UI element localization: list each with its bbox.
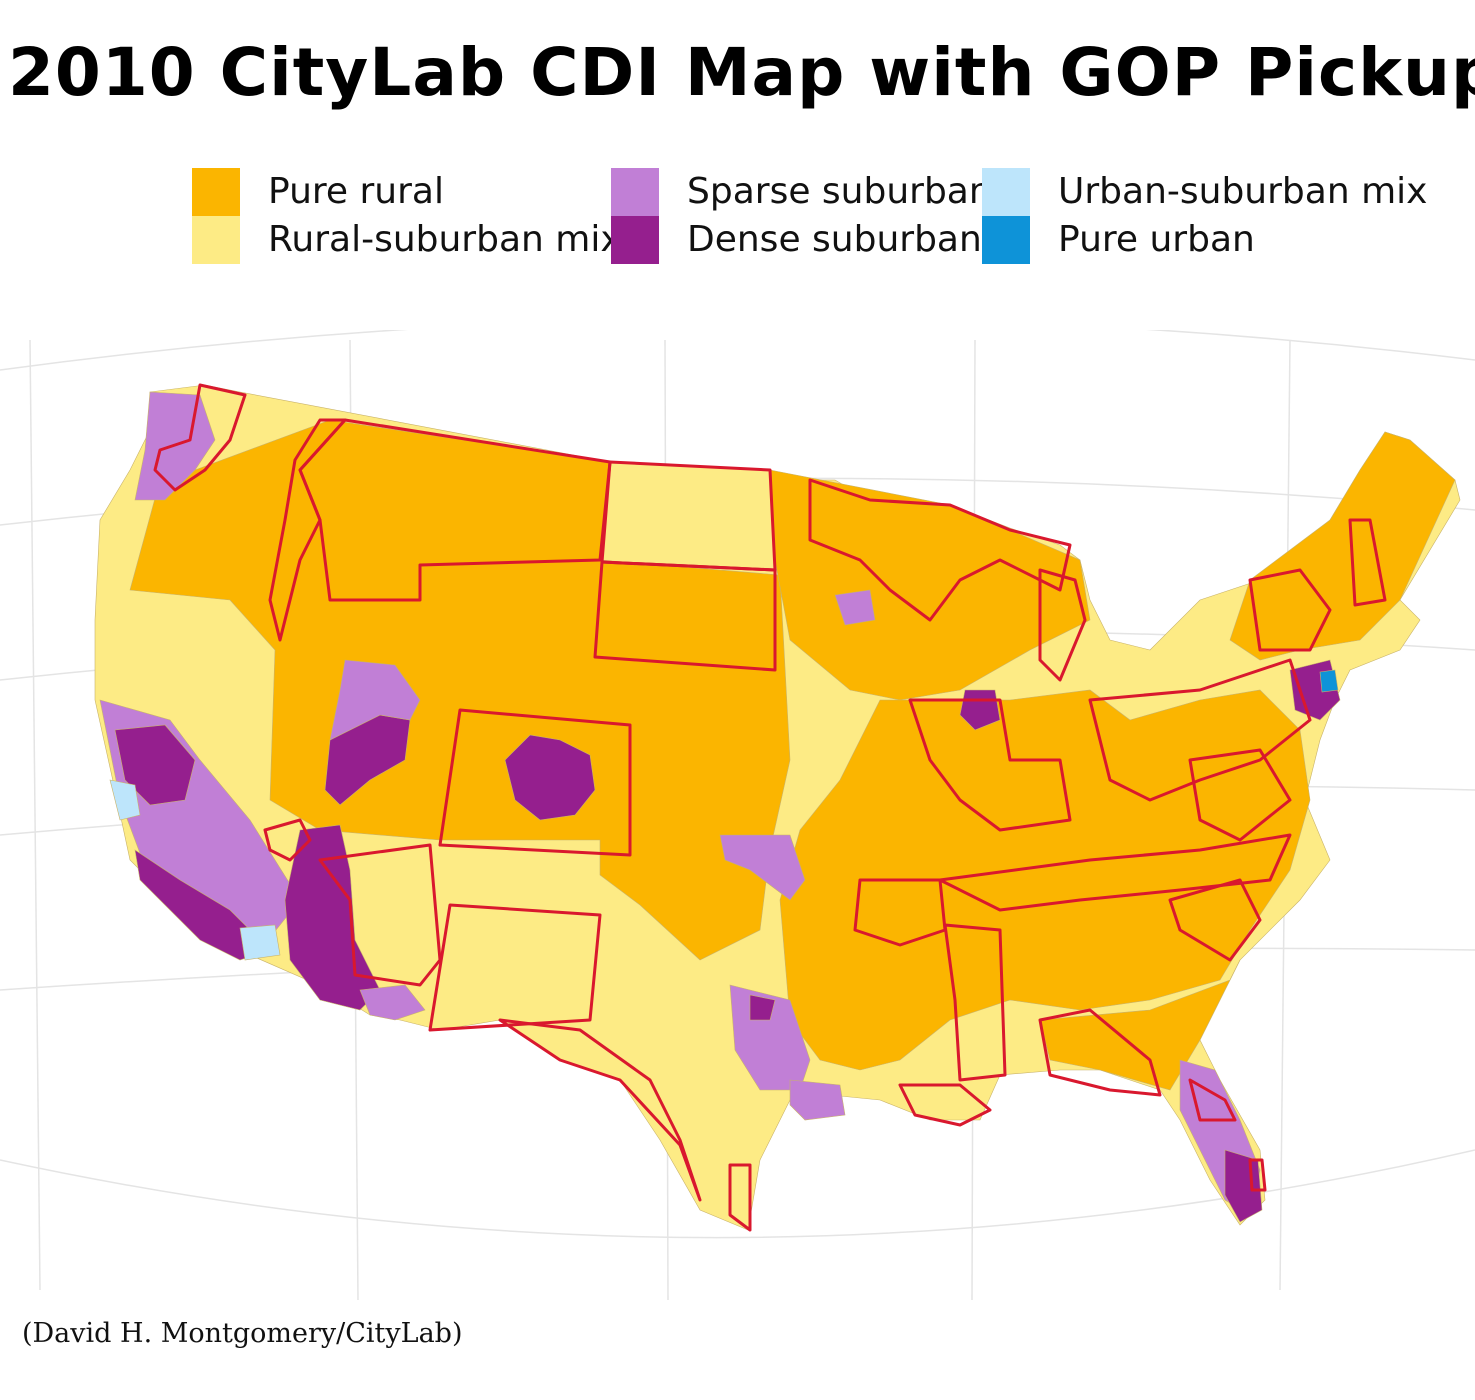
pickup-mississippi-alabama xyxy=(943,923,1007,1082)
legend-swatch-pure-urban xyxy=(982,216,1030,264)
colorado-dense xyxy=(504,734,596,821)
midwest-rural xyxy=(779,689,1311,1071)
pickup-new-york-new-hampshire xyxy=(1248,518,1387,652)
florida-dense xyxy=(1224,1149,1263,1223)
us-land xyxy=(94,384,1461,1231)
pickup-texas xyxy=(498,1018,702,1202)
pickup-georgia xyxy=(1038,1008,1162,1097)
pickup-ohio-pennsylvania xyxy=(1088,658,1312,802)
legend-swatch-dense-suburban xyxy=(611,216,659,264)
legend-label-pure-urban: Pure urban xyxy=(1058,219,1255,260)
utah-sparse xyxy=(329,659,421,741)
la-urban-mix xyxy=(239,924,281,961)
legend-swatch-urban-suburban-mix xyxy=(982,168,1030,216)
pickup-arkansas xyxy=(853,878,947,947)
gop-pickup-outlines xyxy=(153,383,1387,1232)
pickup-new-mexico xyxy=(428,903,602,1032)
houston-sparse xyxy=(789,1079,846,1121)
legend-swatch-rural-suburban-mix xyxy=(192,216,240,264)
map-svg xyxy=(0,316,1475,1301)
photo-credit: (David H. Montgomery/CityLab) xyxy=(22,1318,463,1349)
pickup-illinois-indiana xyxy=(908,698,1072,832)
twin-cities-sparse xyxy=(834,589,876,626)
oklahoma-sparse xyxy=(719,834,806,901)
legend-swatch-pure-rural xyxy=(192,168,240,216)
pickup-florida xyxy=(1188,1078,1267,1192)
legend-swatch-sparse-suburban xyxy=(611,168,659,216)
pickup-nevada xyxy=(263,818,312,862)
pickup-washington xyxy=(153,383,247,492)
arizona-sparse xyxy=(359,984,426,1021)
pickup-virginia xyxy=(1188,748,1292,842)
legend-label-sparse-suburban: Sparse suburban xyxy=(687,171,992,212)
pickup-minnesota-wisconsin xyxy=(808,478,1072,622)
pickup-carolinas xyxy=(1168,878,1262,962)
socal-dense xyxy=(134,849,271,961)
pickup-idaho xyxy=(268,418,347,642)
legend-label-pure-rural: Pure rural xyxy=(268,171,444,212)
legend-label-urban-suburban-mix: Urban-suburban mix xyxy=(1058,171,1428,212)
pickup-colorado xyxy=(438,708,632,857)
pickup-south-dakota xyxy=(593,560,777,672)
southeast-rural xyxy=(1039,959,1241,1091)
pickup-michigan xyxy=(1038,568,1087,682)
bay-area-urban-mix xyxy=(109,779,141,821)
legend-label-dense-suburban: Dense suburban xyxy=(687,219,982,260)
pickup-kentucky-tennessee xyxy=(938,833,1292,912)
northeast-rural xyxy=(1229,431,1456,661)
pickup-arizona xyxy=(318,843,442,987)
pickup-texas-coast xyxy=(728,1163,752,1232)
legend-label-rural-suburban-mix: Rural-suburban mix xyxy=(268,219,622,260)
texas-dense xyxy=(749,994,776,1021)
page-title: 2010 CityLab CDI Map with GOP Pickups xyxy=(8,34,1475,111)
us-district-map xyxy=(0,316,1475,1310)
pickup-louisiana xyxy=(898,1083,992,1127)
nyc-urban xyxy=(1319,669,1339,693)
